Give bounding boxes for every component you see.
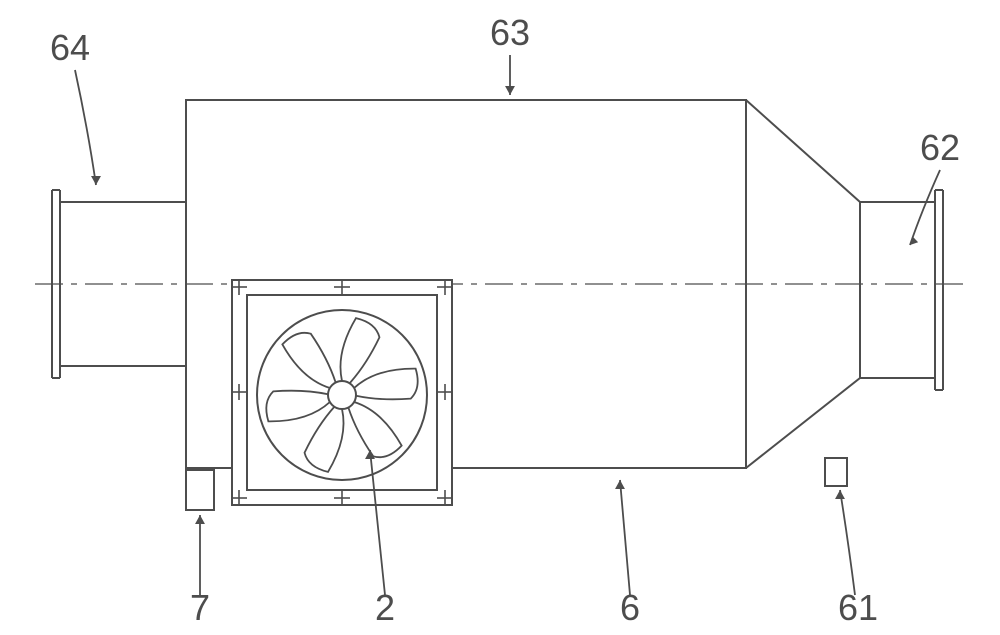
callout-label-64: 64 [50, 27, 90, 68]
callout-label-63: 63 [490, 12, 530, 53]
callout-label-62: 62 [920, 127, 960, 168]
callout-label-61: 61 [838, 587, 878, 628]
